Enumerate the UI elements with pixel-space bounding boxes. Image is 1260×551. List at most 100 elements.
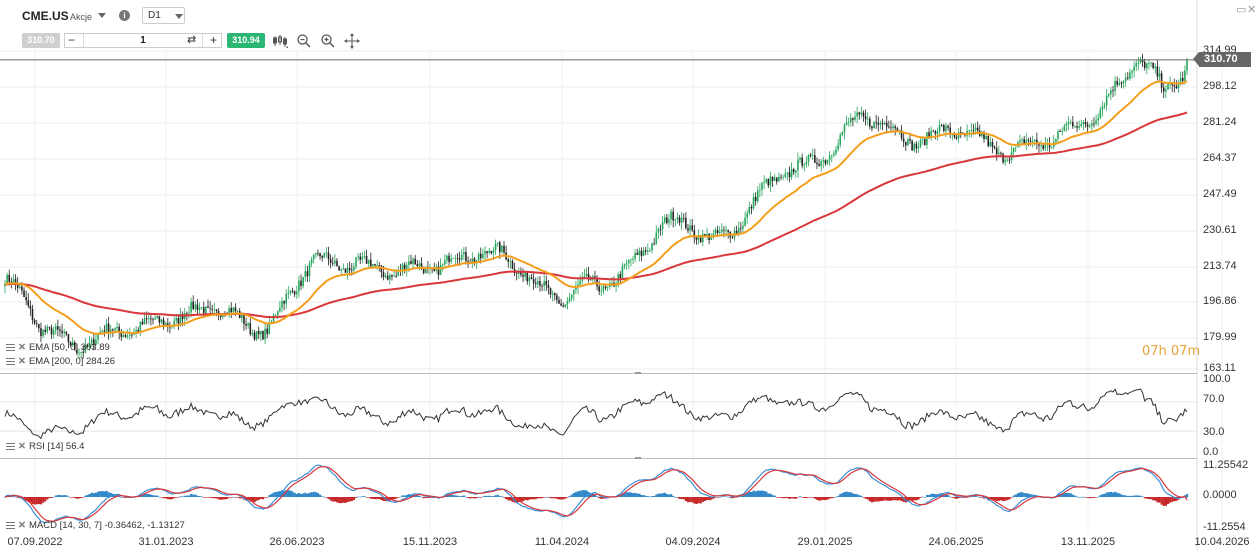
macd-histogram-bar: [862, 497, 865, 498]
candle-body: [295, 291, 298, 295]
candle-body: [479, 253, 482, 259]
macd-histogram-bar: [976, 496, 979, 498]
candle-body: [336, 260, 338, 267]
candle-body: [672, 211, 674, 221]
symbol-dropdown-icon[interactable]: [98, 13, 106, 18]
candle-body: [162, 319, 165, 326]
timeframe-select[interactable]: D1: [142, 7, 185, 24]
pane-divider[interactable]: [0, 458, 1197, 459]
macd-histogram-bar: [1137, 495, 1140, 498]
candle-body: [276, 311, 279, 316]
macd-histogram-bar: [898, 497, 901, 501]
swap-icon[interactable]: ⇄: [187, 34, 197, 46]
restore-window-icon[interactable]: ▭: [1236, 4, 1247, 16]
macd-histogram-bar: [1067, 492, 1070, 498]
plus-button[interactable]: +: [210, 33, 218, 47]
macd-histogram-bar: [42, 497, 45, 503]
settings-icon[interactable]: [6, 357, 15, 365]
candle-body: [765, 179, 768, 183]
candle-body: [678, 217, 681, 223]
close-icon[interactable]: ✕: [1247, 4, 1257, 16]
candle-body: [137, 329, 140, 332]
price-axis-label: 230.61: [1203, 224, 1237, 236]
macd-histogram-bar: [350, 497, 353, 502]
candle-body: [359, 256, 362, 260]
macd-histogram-bar: [680, 497, 683, 500]
candle-body: [251, 332, 254, 335]
candle-body: [54, 326, 57, 331]
macd-histogram-bar: [405, 494, 408, 498]
macd-histogram-bar: [932, 493, 935, 498]
resize-handle[interactable]: [635, 457, 641, 459]
candle-body: [334, 260, 336, 264]
zoom-in-icon[interactable]: [320, 33, 336, 49]
candle-body: [93, 339, 95, 346]
macd-histogram-bar: [760, 490, 764, 498]
candle-body: [858, 112, 861, 115]
candle-body: [826, 159, 829, 164]
settings-icon[interactable]: [6, 521, 15, 529]
legend-ema50[interactable]: ✕ EMA [50, 0] 303.89: [6, 342, 110, 353]
macd-histogram-bar: [302, 493, 305, 498]
candle-body: [875, 121, 877, 123]
macd-histogram-bar: [426, 497, 430, 498]
macd-histogram-bar: [881, 497, 884, 501]
macd-axis-label: 11.25542: [1203, 459, 1249, 471]
macd-histogram-bar: [1086, 497, 1089, 498]
pane-divider[interactable]: [0, 373, 1197, 374]
macd-histogram-bar: [974, 496, 977, 497]
macd-histogram-bar: [1076, 496, 1079, 498]
candle-body: [120, 332, 123, 337]
buy-button[interactable]: 310.94: [227, 33, 265, 48]
macd-histogram-bar: [1018, 492, 1022, 498]
candle-body: [393, 275, 395, 277]
minus-button[interactable]: −: [68, 33, 76, 47]
legend-macd[interactable]: ✕ MACD [14, 30, 7] -0.36462, -1.13127: [6, 520, 185, 531]
macd-histogram-bar: [911, 497, 914, 502]
macd-histogram-bar: [35, 497, 38, 505]
candle-body: [871, 126, 873, 129]
quantity-input[interactable]: [83, 34, 203, 47]
crosshair-icon[interactable]: [344, 33, 360, 49]
macd-histogram-bar: [1150, 497, 1153, 500]
candle-body: [350, 269, 353, 271]
candle-body: [539, 280, 541, 286]
macd-histogram-bar: [1006, 497, 1009, 501]
candle-body: [792, 169, 795, 173]
macd-histogram-bar: [456, 495, 459, 498]
macd-histogram-bar: [845, 491, 848, 498]
candle-body: [537, 280, 539, 285]
remove-icon[interactable]: ✕: [18, 342, 26, 353]
remove-icon[interactable]: ✕: [18, 520, 26, 531]
settings-icon[interactable]: [6, 343, 15, 351]
candle-body: [814, 155, 816, 163]
candle-body: [1061, 131, 1064, 132]
settings-icon[interactable]: [6, 442, 15, 450]
candle-body: [416, 264, 419, 266]
macd-histogram-bar: [88, 493, 91, 498]
remove-icon[interactable]: ✕: [18, 356, 26, 367]
candle-body: [526, 271, 529, 282]
legend-rsi[interactable]: ✕ RSI [14] 56.4: [6, 441, 84, 452]
candle-body: [348, 268, 351, 270]
legend-ema200[interactable]: ✕ EMA [200, 0] 284.26: [6, 356, 115, 367]
symbol-name[interactable]: CME.US: [22, 9, 69, 23]
candle-body: [205, 306, 207, 314]
candle-body: [750, 206, 753, 209]
macd-histogram-bar: [1099, 495, 1102, 498]
sell-button[interactable]: 310.70: [22, 33, 60, 48]
macd-histogram-bar: [1065, 493, 1068, 498]
macd-histogram-bar: [773, 495, 776, 498]
zoom-out-icon[interactable]: [296, 33, 312, 49]
macd-histogram-bar: [1029, 494, 1032, 498]
resize-handle[interactable]: [635, 372, 641, 374]
info-icon[interactable]: i: [119, 10, 130, 21]
macd-histogram-bar: [27, 497, 30, 502]
candle-body: [761, 182, 763, 190]
remove-icon[interactable]: ✕: [18, 441, 26, 452]
candle-body: [327, 252, 330, 260]
macd-histogram-bar: [289, 490, 292, 498]
candles-icon[interactable]: [272, 33, 288, 49]
candle-body: [131, 334, 133, 336]
